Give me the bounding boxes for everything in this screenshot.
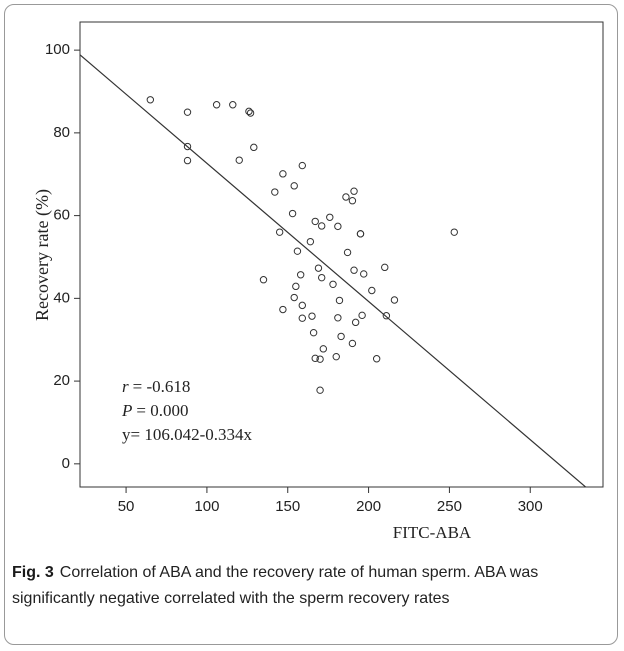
data-point [288, 209, 297, 218]
data-point [317, 222, 326, 230]
data-point [382, 312, 391, 320]
data-point [183, 142, 192, 151]
data-point [245, 107, 253, 116]
data-point [342, 193, 350, 201]
data-point [343, 248, 352, 257]
y-tick-label: 100 [45, 41, 70, 58]
data-point [279, 170, 287, 178]
data-point [316, 355, 324, 363]
data-point [372, 355, 381, 363]
data-point [290, 293, 298, 302]
data-point [309, 328, 318, 337]
data-point [183, 156, 192, 165]
data-point [317, 273, 326, 282]
x-tick-label: 300 [518, 498, 543, 515]
y-axis-title: Recovery rate (%) [32, 189, 53, 321]
caption: Fig. 3 Correlation of ABA and the recover… [12, 560, 602, 612]
data-point [146, 96, 155, 104]
data-point [298, 301, 306, 310]
annotation: y= 106.042-0.334x [122, 425, 252, 444]
data-point [390, 296, 399, 304]
data-point [292, 282, 300, 291]
data-point [316, 386, 324, 394]
data-point [358, 311, 366, 320]
data-point [259, 276, 268, 284]
y-tick-label: 80 [53, 124, 70, 141]
annotation-symbol: r [122, 377, 129, 396]
data-point [290, 182, 298, 190]
data-point [350, 187, 358, 195]
data-point [351, 318, 360, 327]
caption-label: Fig. 3 [12, 564, 54, 581]
x-tick-label: 100 [194, 498, 219, 515]
data-point [311, 217, 319, 226]
data-point [368, 286, 376, 295]
data-point [229, 101, 237, 109]
data-point [334, 314, 342, 322]
y-tick-label: 20 [53, 372, 70, 389]
annotation-text: = 0.000 [136, 401, 188, 420]
x-tick-label: 50 [118, 498, 135, 515]
annotation-text: = -0.618 [133, 377, 191, 396]
data-point [250, 143, 258, 152]
plot-frame [79, 21, 604, 488]
data-point [279, 305, 287, 314]
annotation: P = 0.000 [121, 401, 188, 420]
y-tick-label: 0 [62, 455, 70, 472]
data-point [271, 188, 279, 196]
data-point [298, 314, 306, 322]
data-point [306, 237, 315, 246]
data-point [212, 101, 221, 109]
figure-frame [4, 4, 618, 645]
data-point [335, 296, 344, 305]
data-point [311, 354, 319, 363]
data-point [298, 161, 306, 170]
x-tick-label: 200 [356, 498, 381, 515]
data-point [308, 312, 316, 320]
regression-line [80, 54, 587, 487]
data-point [293, 247, 302, 255]
x-tick-label: 150 [275, 498, 300, 515]
data-point [332, 352, 340, 361]
annotation-symbol: P [121, 401, 132, 420]
y-tick-label: 40 [53, 289, 70, 306]
data-point [348, 339, 357, 348]
data-point [296, 271, 305, 279]
data-point [356, 230, 365, 238]
annotation-text: y= 106.042-0.334x [122, 425, 252, 444]
y-tick-label: 60 [53, 207, 70, 224]
data-point [381, 263, 389, 272]
data-point [348, 197, 357, 205]
data-point [235, 156, 243, 164]
data-point [326, 213, 334, 221]
x-axis-title: FITC-ABA [393, 523, 472, 542]
data-point [334, 222, 342, 231]
data-point [329, 280, 337, 288]
data-point [314, 264, 323, 272]
data-point [450, 228, 458, 236]
caption-text: Correlation of ABA and the recovery rate… [12, 564, 539, 607]
data-point [319, 345, 328, 353]
data-point [183, 108, 192, 116]
data-point [360, 270, 368, 278]
data-point [246, 109, 255, 117]
data-point [275, 228, 284, 236]
x-tick-label: 250 [437, 498, 462, 515]
annotation: r = -0.618 [122, 377, 190, 396]
data-point [337, 332, 345, 341]
data-point [350, 266, 358, 274]
